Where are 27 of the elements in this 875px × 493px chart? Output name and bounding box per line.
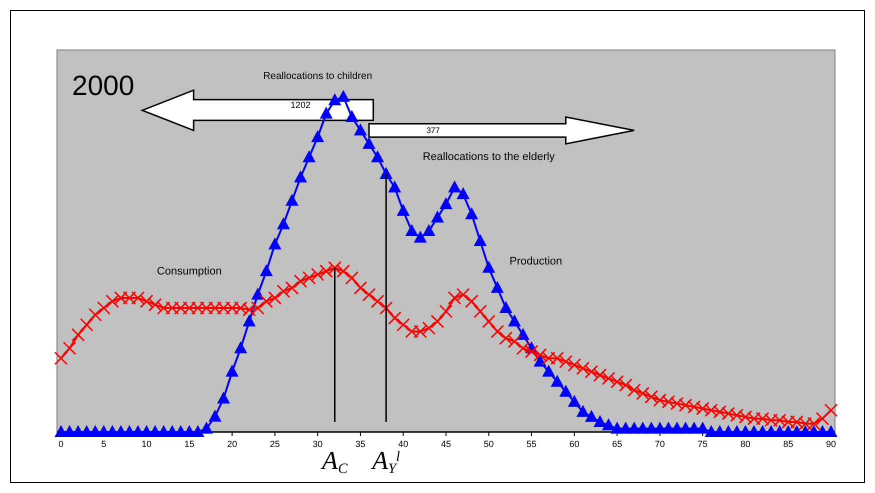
x-tick-label: 30: [312, 439, 323, 449]
x-tick-label: 10: [142, 439, 152, 449]
annotation: Reallocations to the elderly: [422, 151, 556, 163]
x-tick-label: 70: [654, 439, 665, 449]
text: Reallocations to children: [263, 71, 372, 82]
chart-title: 2000: [72, 70, 134, 101]
x-tick-label: 75: [698, 439, 708, 449]
x-tick-label: 0: [58, 439, 64, 449]
x-tick-label: 90: [826, 439, 836, 449]
x-tick-label: 60: [569, 439, 580, 449]
x-tick-label: 50: [484, 439, 494, 449]
x-tick-label: 5: [101, 439, 106, 449]
x-tick-label: 25: [270, 439, 280, 449]
series-label: Consumption: [156, 266, 222, 278]
x-tick-label: 85: [783, 439, 794, 449]
x-tick-label: 15: [184, 439, 194, 449]
x-tick-label: 20: [227, 439, 238, 449]
x-tick-label: 45: [440, 439, 452, 449]
ref-line-label: A$_{C}$: [320, 446, 348, 478]
x-tick-label: 80: [740, 439, 750, 449]
x-tick-label: 55: [526, 439, 537, 449]
annotation: 377: [426, 126, 440, 135]
series-label: Production: [510, 255, 562, 268]
annotation: 1202: [290, 100, 311, 110]
x-tick-label: 35: [355, 439, 366, 449]
x-tick-label: 65: [612, 439, 622, 449]
x-tick-label: 40: [398, 439, 408, 449]
